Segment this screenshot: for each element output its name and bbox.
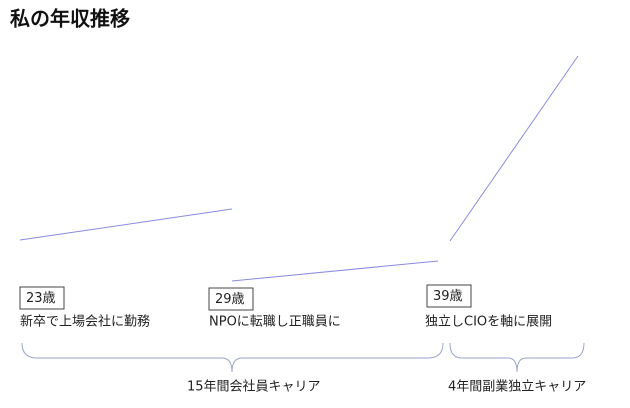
age-box xyxy=(208,287,254,311)
period-brace xyxy=(21,342,444,373)
age-box xyxy=(19,286,65,310)
income-line xyxy=(449,55,579,242)
period-brace xyxy=(449,342,585,373)
title: 私の年収推移 xyxy=(10,7,130,31)
age-label: 29歳 xyxy=(215,292,245,307)
age-label: 23歳 xyxy=(26,291,56,306)
stage-description: NPOに転職し正職員に xyxy=(209,315,341,330)
age-label: 39歳 xyxy=(433,289,463,304)
stage-description: 独立しCIOを軸に展開 xyxy=(425,315,552,330)
period-label: 15年間会社員キャリア xyxy=(187,379,321,395)
stage-description: 新卒で上場会社に勤務 xyxy=(20,314,150,330)
period-label: 4年間副業独立キャリア xyxy=(448,379,586,395)
age-box xyxy=(426,284,472,308)
income-line xyxy=(231,260,439,282)
income-line xyxy=(19,208,233,241)
